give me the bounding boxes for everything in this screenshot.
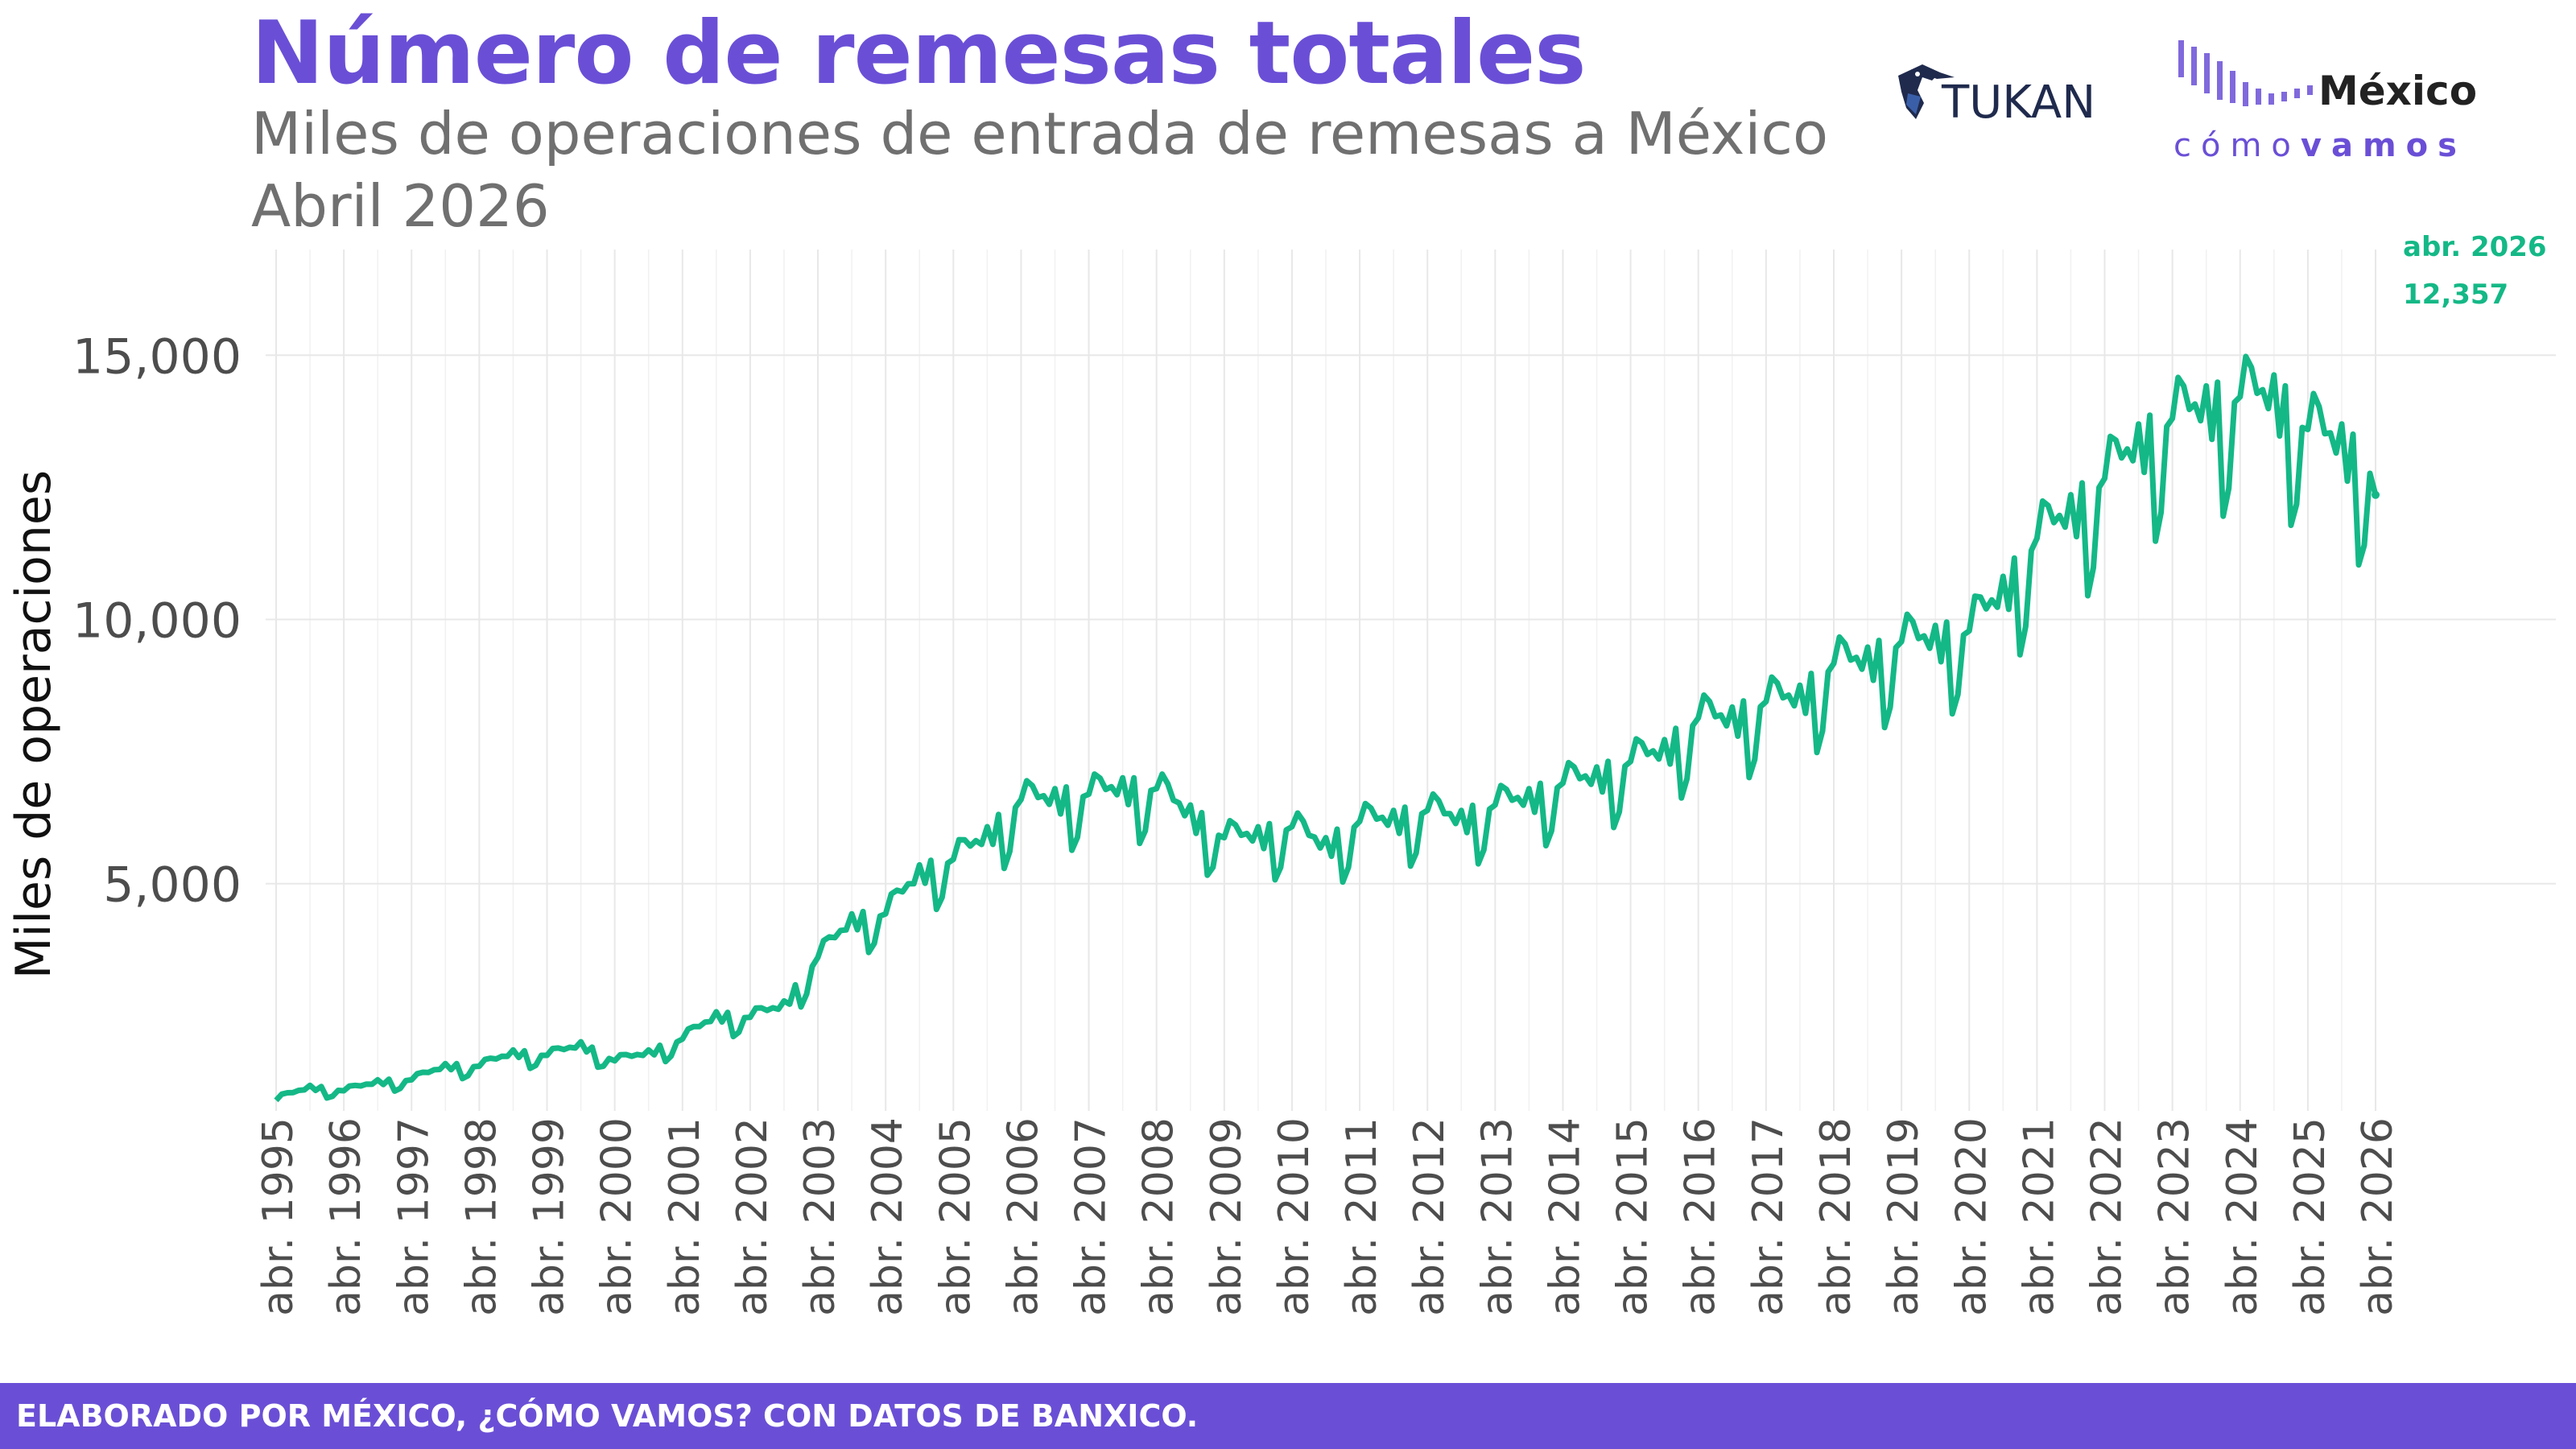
grid	[266, 250, 2556, 1111]
y-tick-label: 10,000	[72, 593, 242, 650]
x-tick-label: abr. 1998	[457, 1117, 506, 1316]
x-tick-label: abr. 2017	[1744, 1117, 1793, 1316]
x-tick-label: abr. 2008	[1135, 1117, 1183, 1316]
x-tick-label: abr. 2022	[2083, 1117, 2132, 1316]
y-tick-label: 15,000	[72, 328, 242, 385]
x-tick-label: abr. 1995	[254, 1117, 303, 1316]
mcv-wordmark-bottom-light: cómo	[2174, 127, 2301, 164]
annotation-date: abr. 2026	[2403, 233, 2547, 263]
x-tick-label: abr. 2000	[593, 1117, 642, 1316]
x-tick-label: abr. 2011	[1338, 1117, 1386, 1316]
x-tick-label: abr. 2003	[796, 1117, 844, 1316]
x-tick-label: abr. 2009	[1203, 1117, 1251, 1316]
mcv-wordmark-bottom: cómovamos	[2174, 127, 2467, 164]
x-tick-label: abr. 1999	[526, 1117, 574, 1316]
mcv-wordmark-bottom-bold: vamos	[2301, 127, 2467, 164]
x-tick-label: abr. 2014	[1541, 1117, 1589, 1316]
series	[274, 353, 2380, 1103]
x-tick-label: abr. 2025	[2286, 1117, 2334, 1316]
x-axis: abr. 1995 abr. 1996 abr. 1997 abr. 1998 abr.…	[254, 1117, 2402, 1316]
x-tick-label: abr. 2023	[2151, 1117, 2199, 1316]
tukan-logo: TUKAN	[1898, 64, 2095, 129]
x-tick-label: abr. 2004	[864, 1117, 912, 1316]
annotation: abr. 2026 12,357	[2403, 233, 2547, 311]
x-tick-label: abr. 2026	[2354, 1117, 2402, 1316]
tukan-wordmark: TUKAN	[1941, 76, 2095, 129]
x-tick-label: abr. 2006	[999, 1117, 1047, 1316]
series-end-point	[2372, 490, 2380, 499]
bars-icon	[2178, 40, 2313, 106]
y-tick-label: 5,000	[103, 857, 242, 914]
chart-subtitle: Miles de operaciones de entrada de remes…	[251, 100, 1829, 167]
x-tick-label: abr. 2019	[1880, 1117, 1928, 1316]
footer-source: ELABORADO POR MÉXICO, ¿CÓMO VAMOS? CON D…	[0, 1383, 2576, 1449]
x-tick-label: abr. 2021	[2015, 1117, 2063, 1316]
y-axis-label: Miles de operaciones	[6, 470, 62, 979]
x-tick-label: abr. 2015	[1609, 1117, 1657, 1316]
x-tick-label: abr. 1996	[322, 1117, 370, 1316]
mcv-wordmark-top: México	[2318, 68, 2477, 114]
x-tick-label: abr. 2005	[931, 1117, 980, 1316]
chart-title: Número de remesas totales	[251, 3, 1586, 104]
mexico-como-vamos-logo: México cómovamos	[2174, 40, 2477, 164]
x-tick-label: abr. 2018	[1812, 1117, 1860, 1316]
x-tick-label: abr. 2001	[661, 1117, 709, 1316]
x-tick-label: abr. 2024	[2219, 1117, 2267, 1316]
x-tick-label: abr. 2013	[1473, 1117, 1521, 1316]
series-line	[274, 353, 2379, 1103]
y-axis: 5,000 10,000 15,000	[72, 328, 242, 913]
x-tick-label: abr. 2020	[1947, 1117, 1996, 1316]
x-tick-label: abr. 2007	[1067, 1117, 1116, 1316]
toucan-icon	[1898, 64, 1955, 119]
annotation-value: 12,357	[2403, 279, 2508, 311]
x-tick-label: abr. 2012	[1406, 1117, 1454, 1316]
x-tick-label: abr. 2010	[1270, 1117, 1319, 1316]
x-tick-label: abr. 1997	[390, 1117, 438, 1316]
x-tick-label: abr. 2002	[729, 1117, 777, 1316]
chart-date: Abril 2026	[251, 172, 550, 240]
x-tick-label: abr. 2016	[1677, 1117, 1725, 1316]
